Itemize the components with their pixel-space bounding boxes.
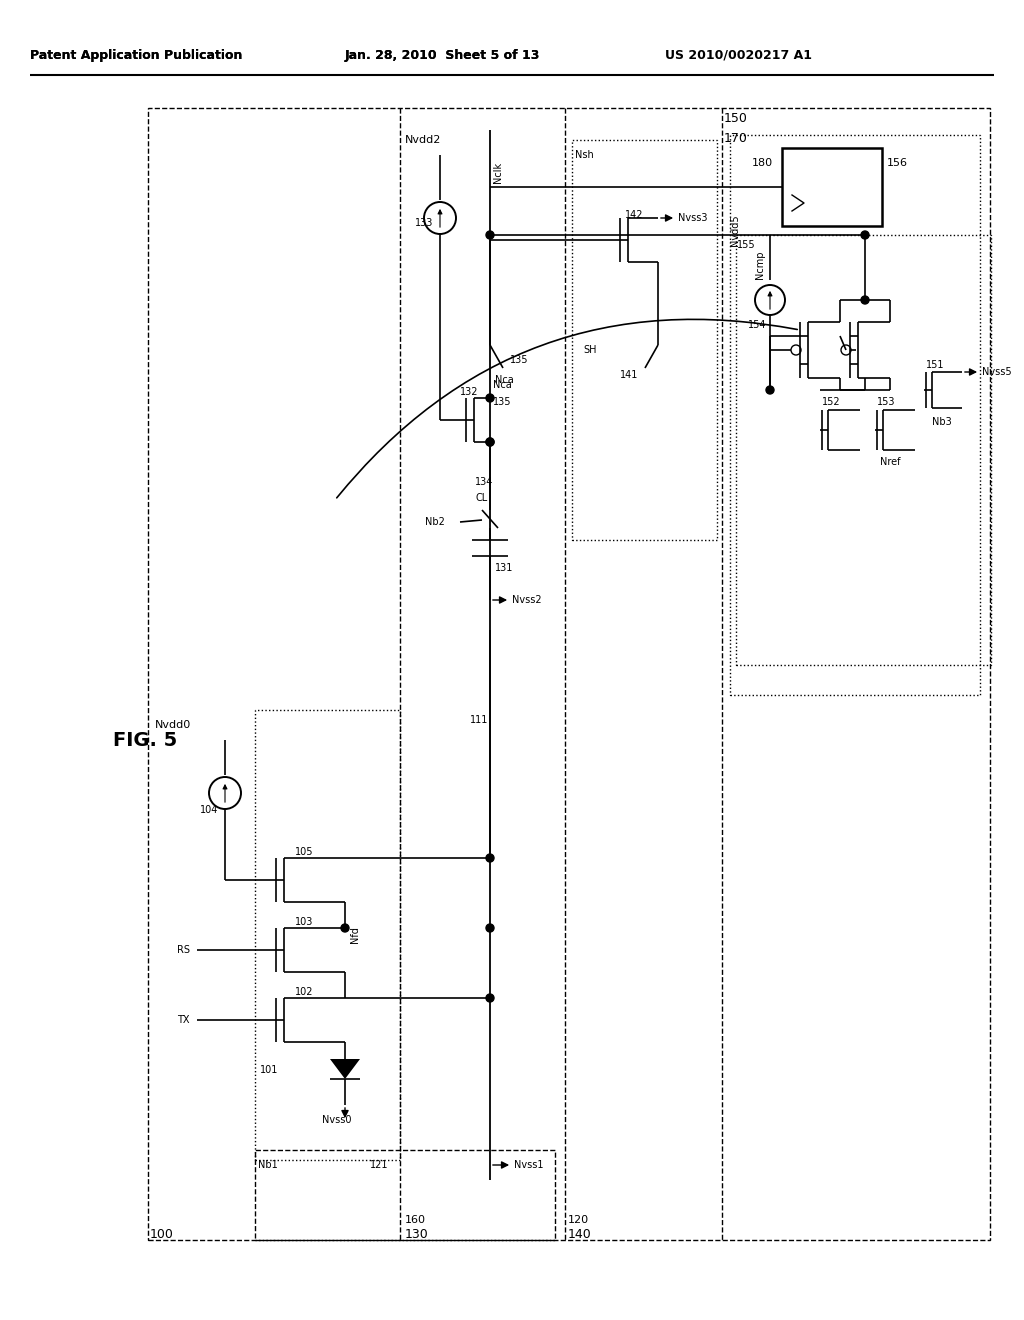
Bar (255, 1150, 555, 1239)
Text: 156: 156 (887, 158, 908, 168)
Text: Nfd: Nfd (350, 927, 360, 944)
Text: Nclk: Nclk (493, 161, 503, 182)
Text: Nca: Nca (493, 380, 512, 389)
Text: 135: 135 (510, 355, 528, 366)
Text: Nvss1: Nvss1 (514, 1160, 544, 1170)
Circle shape (209, 777, 241, 809)
Text: 101: 101 (260, 1065, 279, 1074)
Text: 121: 121 (370, 1160, 388, 1170)
Text: 180: 180 (752, 158, 773, 168)
Text: 135: 135 (493, 397, 512, 407)
Text: 104: 104 (200, 805, 218, 814)
Text: SH: SH (583, 345, 597, 355)
Circle shape (791, 345, 801, 355)
Text: 111: 111 (470, 715, 488, 725)
Text: 134: 134 (475, 477, 494, 487)
Text: 142: 142 (625, 210, 643, 220)
Text: RS: RS (177, 945, 190, 954)
Text: 103: 103 (295, 917, 313, 927)
Bar (572, 140, 717, 540)
Text: Nvdd0: Nvdd0 (155, 719, 191, 730)
Text: Ncmp: Ncmp (755, 251, 765, 280)
Text: 150: 150 (724, 111, 748, 124)
Circle shape (766, 385, 774, 393)
Circle shape (486, 994, 494, 1002)
Text: Nvdd2: Nvdd2 (406, 135, 441, 145)
Text: CL: CL (475, 492, 487, 503)
Bar (255, 710, 400, 1160)
Text: Nvdd5: Nvdd5 (730, 214, 740, 246)
Text: Nvss3: Nvss3 (678, 213, 708, 223)
Circle shape (486, 438, 494, 446)
Text: FIG. 5: FIG. 5 (113, 730, 177, 750)
Text: 151: 151 (926, 360, 944, 370)
Text: Jan. 28, 2010  Sheet 5 of 13: Jan. 28, 2010 Sheet 5 of 13 (345, 49, 541, 62)
Bar (782, 148, 882, 226)
Text: Nb3: Nb3 (932, 417, 951, 426)
Circle shape (841, 345, 851, 355)
Circle shape (424, 202, 456, 234)
Text: 102: 102 (295, 987, 313, 997)
Text: Nref: Nref (880, 457, 900, 467)
Bar (148, 108, 990, 1239)
Circle shape (486, 854, 494, 862)
Text: 153: 153 (877, 397, 896, 407)
Text: Nvss2: Nvss2 (512, 595, 542, 605)
Text: Patent Application Publication: Patent Application Publication (30, 49, 243, 62)
Text: 154: 154 (748, 319, 767, 330)
Text: 170: 170 (724, 132, 748, 144)
Text: 131: 131 (495, 564, 513, 573)
Text: TX: TX (177, 1015, 190, 1026)
Text: US 2010/0020217 A1: US 2010/0020217 A1 (665, 49, 812, 62)
Text: 133: 133 (415, 218, 433, 228)
Circle shape (486, 438, 494, 446)
Text: 160: 160 (406, 1214, 426, 1225)
Text: 130: 130 (406, 1229, 429, 1242)
Text: Nsh: Nsh (575, 150, 594, 160)
Text: Patent Application Publication: Patent Application Publication (30, 49, 243, 62)
Text: 141: 141 (620, 370, 638, 380)
Text: Nvss5: Nvss5 (982, 367, 1012, 378)
Text: 152: 152 (822, 397, 841, 407)
Bar (736, 235, 991, 665)
Circle shape (861, 231, 869, 239)
Circle shape (861, 296, 869, 304)
Text: 132: 132 (460, 387, 478, 397)
Text: 120: 120 (568, 1214, 589, 1225)
Circle shape (486, 924, 494, 932)
Circle shape (755, 285, 785, 315)
Polygon shape (330, 1059, 360, 1078)
Text: Nb2: Nb2 (425, 517, 444, 527)
Bar (730, 135, 980, 696)
Text: 155: 155 (737, 240, 756, 249)
Text: Nca: Nca (495, 375, 514, 385)
Text: 105: 105 (295, 847, 313, 857)
Circle shape (486, 231, 494, 239)
Text: Jan. 28, 2010  Sheet 5 of 13: Jan. 28, 2010 Sheet 5 of 13 (345, 49, 541, 62)
Text: 100: 100 (150, 1229, 174, 1242)
Text: Nvss0: Nvss0 (322, 1115, 351, 1125)
Circle shape (341, 924, 349, 932)
Text: Nb1: Nb1 (258, 1160, 278, 1170)
Text: 140: 140 (568, 1229, 592, 1242)
Circle shape (486, 393, 494, 403)
